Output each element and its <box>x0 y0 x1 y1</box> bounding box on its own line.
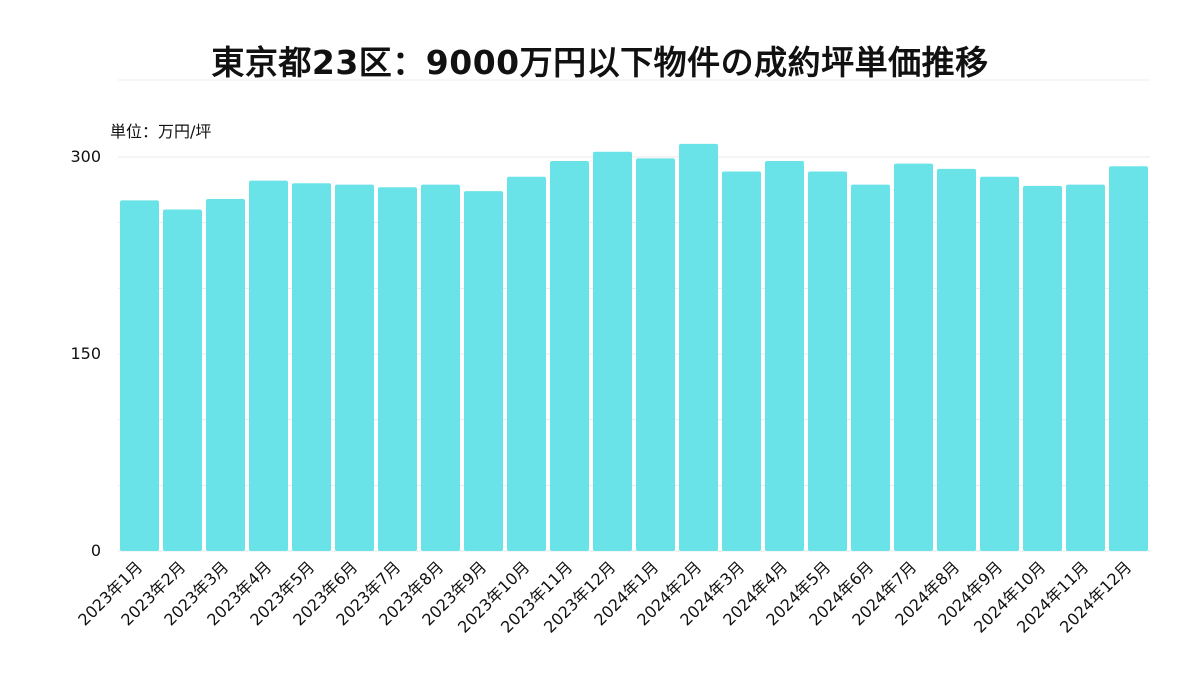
bar <box>120 200 159 551</box>
bar <box>335 184 374 551</box>
bar <box>894 163 933 552</box>
bar <box>636 158 675 551</box>
bars <box>120 143 1148 552</box>
y-axis-ticks: 0 150 300 <box>70 147 101 560</box>
y-tick-label: 150 <box>70 344 101 363</box>
bar <box>378 187 417 551</box>
gridlines <box>118 156 1150 552</box>
bar <box>464 191 503 551</box>
bar <box>679 143 718 551</box>
bar <box>593 151 632 551</box>
bar <box>1023 185 1062 552</box>
bar <box>249 180 288 551</box>
bar <box>1066 184 1105 551</box>
x-axis-ticks: 2023年1月2023年2月2023年3月2023年4月2023年5月2023年… <box>74 557 1135 636</box>
bar <box>765 160 804 551</box>
bar <box>1109 166 1148 551</box>
bar <box>292 183 331 551</box>
bar <box>722 171 761 552</box>
y-tick-label: 0 <box>91 541 101 560</box>
bar <box>808 171 847 552</box>
bar <box>550 160 589 551</box>
bar <box>851 184 890 551</box>
bar <box>163 209 202 552</box>
y-tick-label: 300 <box>70 147 101 166</box>
unit-label: 単位：万円/坪 <box>110 122 211 141</box>
bar <box>507 176 546 551</box>
bar <box>206 199 245 551</box>
chart-title: 東京都23区：9000万円以下物件の成約坪単価推移 <box>211 43 989 82</box>
bar <box>421 184 460 551</box>
bar <box>980 176 1019 551</box>
bar <box>937 168 976 551</box>
